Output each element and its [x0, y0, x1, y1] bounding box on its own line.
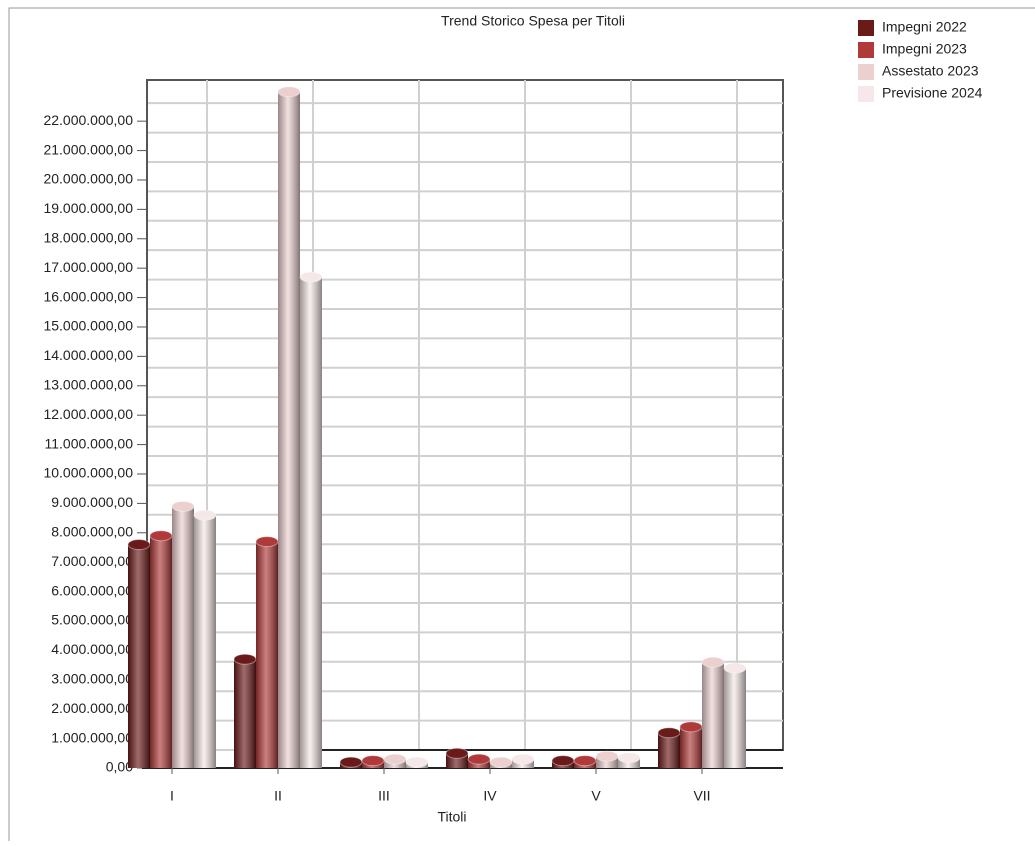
bar-cap	[489, 756, 513, 768]
legend-swatch	[858, 42, 874, 58]
x-tick-label: III	[378, 788, 390, 804]
y-tick-label: 22.000.000,00	[43, 112, 133, 128]
bar-cap	[405, 756, 429, 768]
x-tick-label: I	[170, 788, 174, 804]
bar-cap	[383, 753, 407, 765]
bar-cap	[361, 755, 385, 767]
y-tick-label: 19.000.000,00	[43, 200, 133, 216]
bar-shade	[702, 662, 724, 768]
y-tick-label: 6.000.000,00	[51, 582, 133, 598]
bar-shade	[234, 659, 256, 768]
y-tick-label: 9.000.000,00	[51, 494, 133, 510]
bar-cap	[445, 747, 469, 759]
bar-cap	[339, 756, 363, 768]
legend-swatch	[858, 86, 874, 102]
bar-cap	[573, 755, 597, 767]
x-tick-label: IV	[483, 788, 497, 804]
y-tick-label: 18.000.000,00	[43, 229, 133, 245]
bar-shade	[596, 756, 618, 768]
bar-cap	[149, 530, 173, 542]
bar-shade	[658, 732, 680, 768]
y-tick-label: 16.000.000,00	[43, 288, 133, 304]
legend-label: Assestato 2023	[882, 63, 979, 79]
x-tick-label: II	[274, 788, 282, 804]
bar-cap	[277, 86, 301, 98]
y-tick-label: 21.000.000,00	[43, 141, 133, 157]
y-tick-label: 11.000.000,00	[45, 435, 134, 451]
bar-cap	[701, 656, 725, 668]
bar-cap	[233, 653, 257, 665]
bar-shade	[278, 91, 300, 768]
bar-shade	[172, 506, 194, 768]
bar-cap	[551, 755, 575, 767]
y-tick-label: 4.000.000,00	[51, 641, 133, 657]
y-tick-label: 17.000.000,00	[43, 259, 133, 275]
back-wall	[146, 79, 784, 751]
bar-shade	[724, 668, 746, 768]
bar-cap	[127, 539, 151, 551]
frame	[8, 7, 1035, 846]
y-tick-label: 7.000.000,00	[51, 553, 133, 569]
y-tick-label: 2.000.000,00	[51, 700, 133, 716]
bar-cap	[193, 509, 217, 521]
bar-cap	[595, 750, 619, 762]
x-axis-title: Titoli	[437, 809, 466, 825]
y-tick-label: 14.000.000,00	[43, 347, 133, 363]
y-tick-label: 3.000.000,00	[51, 670, 133, 686]
bar-shade	[194, 515, 216, 768]
x-tick-label: V	[591, 788, 601, 804]
y-tick-label: 8.000.000,00	[51, 523, 133, 539]
bar-shade	[128, 544, 150, 768]
bar-shade	[150, 535, 172, 768]
bar-shade	[300, 276, 322, 768]
bar-cap	[617, 752, 641, 764]
bar-cap	[657, 727, 681, 739]
bar-cap	[171, 500, 195, 512]
y-tick-label: 1.000.000,00	[51, 729, 133, 745]
bar-cap	[255, 536, 279, 548]
bar-cap	[299, 271, 323, 283]
chart-title: Trend Storico Spesa per Titoli	[441, 13, 625, 29]
y-tick-label: 10.000.000,00	[43, 465, 133, 481]
x-tick-label: VII	[693, 788, 710, 804]
bar-shade	[256, 541, 278, 768]
y-tick-label: 15.000.000,00	[43, 318, 133, 334]
bar-cap	[679, 721, 703, 733]
legend-label: Previsione 2024	[882, 85, 983, 101]
bar-cap	[511, 753, 535, 765]
y-tick-label: 13.000.000,00	[43, 376, 133, 392]
y-tick-label: 20.000.000,00	[43, 171, 133, 187]
legend-label: Impegni 2023	[882, 41, 967, 57]
bar-shade	[618, 757, 640, 768]
legend-label: Impegni 2022	[882, 19, 967, 35]
y-tick-label: 0,00	[106, 759, 133, 775]
legend-swatch	[858, 20, 874, 36]
bar-shade	[680, 726, 702, 768]
bar-cap	[723, 662, 747, 674]
legend-swatch	[858, 64, 874, 80]
bar-cap	[467, 753, 491, 765]
y-tick-label: 5.000.000,00	[51, 612, 133, 628]
y-tick-label: 12.000.000,00	[43, 406, 133, 422]
